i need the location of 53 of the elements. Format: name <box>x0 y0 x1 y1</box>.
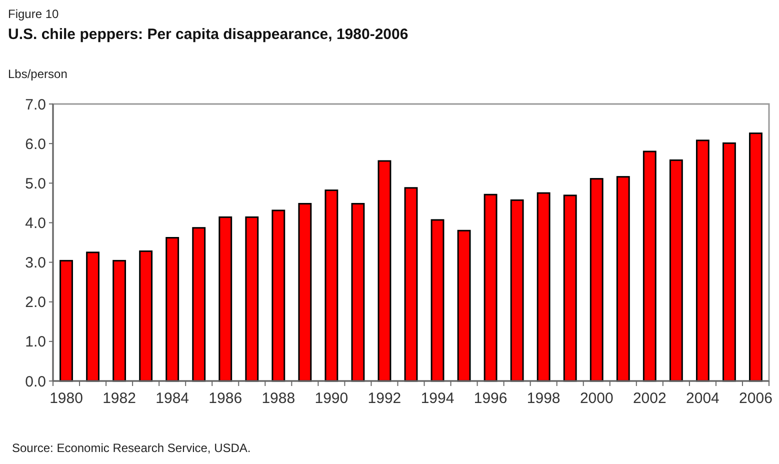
bar <box>616 176 630 382</box>
y-tick-label: 2.0 <box>25 294 46 312</box>
x-tick-label: 2004 <box>686 390 720 407</box>
bar <box>139 250 153 382</box>
x-tick-label: 1986 <box>208 390 242 407</box>
bar <box>563 194 577 382</box>
source-note: Source: Economic Research Service, USDA. <box>12 441 251 455</box>
caption: Figure 10 <box>8 7 60 21</box>
bar <box>86 252 100 382</box>
y-tick-label: 3.0 <box>25 254 46 272</box>
y-axis-title: Lbs/person <box>8 67 68 81</box>
bar <box>430 219 444 382</box>
bar <box>457 230 471 382</box>
bar <box>642 150 656 382</box>
y-tick-label: 0.0 <box>25 373 46 390</box>
bar <box>404 187 418 382</box>
bar <box>536 192 550 382</box>
x-tick-label: 1990 <box>314 390 348 407</box>
bar <box>669 159 683 382</box>
y-tick-label: 7.0 <box>25 96 46 114</box>
bar <box>245 216 259 382</box>
x-tick-label: 1982 <box>102 390 136 407</box>
chart-title: U.S. chile peppers: Per capita disappearance, 1980-2006 <box>8 26 408 43</box>
y-tick-label: 5.0 <box>25 175 46 192</box>
bar <box>60 260 73 382</box>
x-tick-label: 2000 <box>580 390 614 407</box>
bar <box>722 142 736 382</box>
x-tick-label: 1980 <box>50 390 83 407</box>
x-tick-label: 1998 <box>526 390 560 407</box>
bar <box>272 210 286 382</box>
bar <box>696 140 710 382</box>
bar <box>590 178 604 382</box>
bar <box>298 202 312 382</box>
x-tick-label: 1984 <box>156 390 190 407</box>
x-tick-label: 2006 <box>739 390 772 407</box>
x-tick-label: 2002 <box>632 390 666 407</box>
bar <box>484 194 498 382</box>
bar <box>351 202 365 382</box>
bar <box>166 237 180 382</box>
bar <box>378 160 392 382</box>
bar <box>218 216 232 382</box>
bar <box>510 199 524 382</box>
y-tick-label: 1.0 <box>25 334 46 351</box>
y-tick-label: 4.0 <box>25 214 46 232</box>
x-tick-label: 1994 <box>420 390 454 407</box>
bar <box>749 132 762 382</box>
x-tick-label: 1996 <box>474 390 508 407</box>
x-tick-label: 1988 <box>262 390 296 407</box>
bar <box>112 260 126 382</box>
x-tick-label: 1992 <box>368 390 402 407</box>
bar <box>324 190 338 382</box>
bar <box>192 227 206 382</box>
y-tick-label: 6.0 <box>25 136 46 153</box>
